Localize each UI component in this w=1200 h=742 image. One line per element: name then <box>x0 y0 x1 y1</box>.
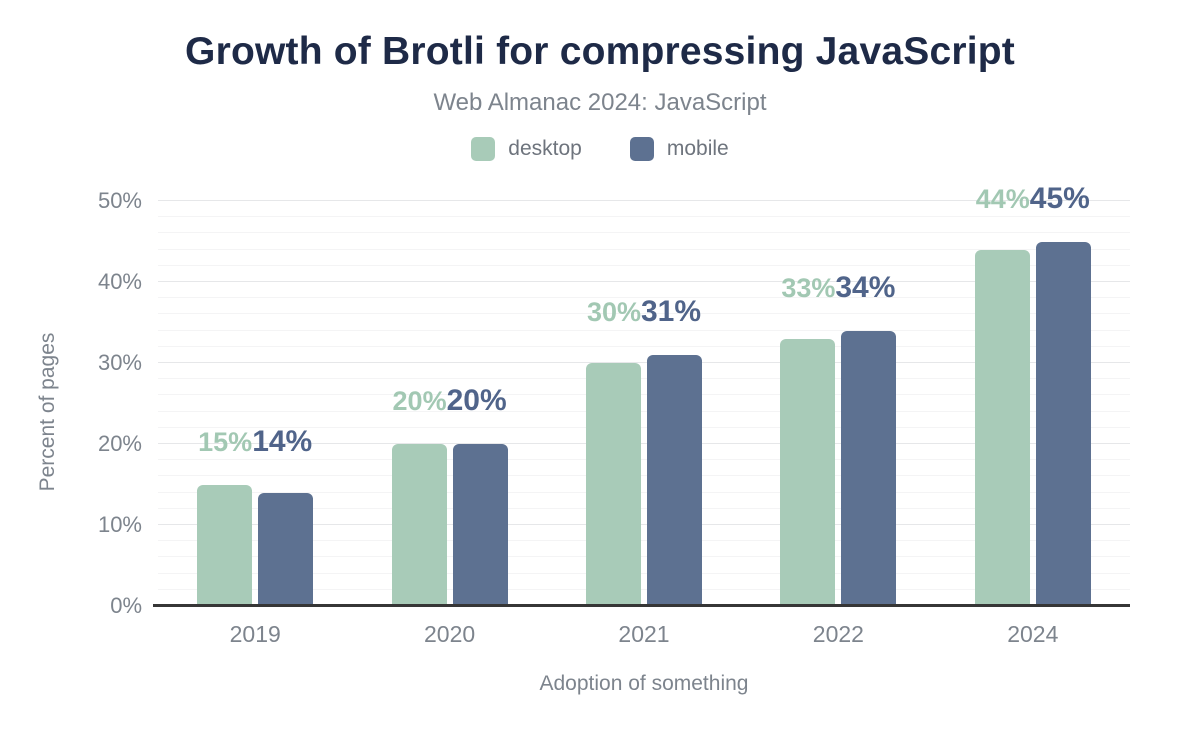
bar-mobile-2021 <box>646 354 702 606</box>
bar-value-labels: 30% 31% <box>587 295 701 329</box>
value-label-mobile-2019: 14% <box>252 424 313 458</box>
bars-2020 <box>352 444 546 606</box>
x-tick-label-2024: 2024 <box>1007 621 1059 647</box>
mobile-swatch-icon <box>629 137 654 161</box>
chart-card: Growth of Brotli for compressing JavaScr… <box>0 30 1200 742</box>
value-label-desktop-2022: 33% <box>781 272 836 303</box>
plot-area: Percent of pages 0% 10% 20% 30% 40% 50% 15% 14%… <box>36 182 1130 647</box>
value-label-mobile-2021: 31% <box>640 294 702 328</box>
gridline-minor <box>158 410 1130 412</box>
gridline-minor <box>158 232 1130 234</box>
gridline-major <box>158 524 1130 525</box>
bar-value-labels: 20% 20% <box>393 384 507 418</box>
value-label-desktop-2020: 20% <box>392 386 447 416</box>
bar-mobile-2022 <box>841 330 897 606</box>
gridline-minor <box>158 329 1130 331</box>
y-tick-label: 30% <box>97 350 142 375</box>
gridline-minor <box>158 313 1130 315</box>
gridline-minor <box>158 475 1130 477</box>
bar-desktop-2020 <box>391 444 447 606</box>
value-label-mobile-2022: 34% <box>835 270 896 304</box>
gridline-minor <box>158 459 1130 461</box>
legend-label-mobile: mobile <box>666 137 729 160</box>
gridline-major <box>158 200 1130 201</box>
gridline-minor <box>158 216 1130 218</box>
x-axis-line <box>153 604 1130 607</box>
desktop-swatch-icon <box>471 137 496 161</box>
y-axis-title: Percent of pages <box>36 332 59 491</box>
gridline-minor <box>158 540 1130 542</box>
chart-title: Growth of Brotli for compressing JavaScr… <box>185 30 1015 73</box>
gridline-minor <box>158 394 1130 396</box>
legend: desktop mobile <box>0 137 1200 161</box>
value-label-desktop-2021: 30% <box>586 296 641 327</box>
legend-item-desktop: desktop <box>471 137 582 161</box>
gridline-minor <box>158 588 1130 590</box>
x-tick-label-2019: 2019 <box>229 621 281 647</box>
y-tick-label: 20% <box>97 431 142 456</box>
gridline-minor <box>158 507 1130 509</box>
bar-group-2022: 33% 34% 2022 <box>741 201 935 647</box>
bar-group-2021: 30% 31% 2021 <box>547 201 741 647</box>
gridline-minor <box>158 378 1130 380</box>
x-tick-label-2021: 2021 <box>618 621 670 647</box>
gridline-minor <box>158 297 1130 299</box>
bar-desktop-2022 <box>780 338 836 606</box>
bars-2021 <box>547 354 741 606</box>
legend-item-mobile: mobile <box>629 137 729 161</box>
y-tick-label: 0% <box>110 593 142 618</box>
gridline-minor <box>158 248 1130 250</box>
bar-value-labels: 44% 45% <box>976 182 1090 216</box>
bar-group-2019: 15% 14% 2019 <box>158 201 352 647</box>
value-label-desktop-2019: 15% <box>198 426 253 457</box>
x-tick-label-2022: 2022 <box>812 621 864 647</box>
bars-2019 <box>158 484 352 606</box>
y-tick-label: 40% <box>97 269 142 294</box>
bar-mobile-2020 <box>452 444 508 606</box>
bar-desktop-2019 <box>197 484 253 606</box>
gridline-major <box>158 281 1130 282</box>
gridline-major <box>158 362 1130 363</box>
y-tick-label: 50% <box>97 188 142 213</box>
legend-label-desktop: desktop <box>508 137 582 160</box>
value-label-mobile-2024: 45% <box>1029 181 1090 215</box>
bar-value-labels: 15% 14% <box>198 425 312 459</box>
bars-2022 <box>741 330 935 606</box>
bar-group-2020: 20% 20% 2020 <box>352 201 546 647</box>
y-tick-label: 10% <box>97 512 142 537</box>
gridline-minor <box>158 345 1130 347</box>
value-label-mobile-2020: 20% <box>446 384 507 417</box>
x-axis-title: Adoption of something <box>539 672 749 695</box>
chart-subtitle: Web Almanac 2024: JavaScript <box>433 89 767 116</box>
x-tick-label-2020: 2020 <box>424 621 476 647</box>
gridline-minor <box>158 572 1130 574</box>
bar-desktop-2024 <box>974 249 1030 606</box>
bar-value-labels: 33% 34% <box>781 271 895 305</box>
bar-desktop-2021 <box>585 363 641 606</box>
gridline-minor <box>158 556 1130 558</box>
gridline-minor <box>158 264 1130 266</box>
bar-mobile-2024 <box>1035 241 1091 606</box>
gridline-minor <box>158 491 1130 493</box>
bars-2024 <box>936 241 1130 606</box>
bar-group-2024: 44% 45% 2024 <box>936 182 1130 647</box>
value-label-desktop-2024: 44% <box>975 183 1030 214</box>
gridline-minor <box>158 426 1130 428</box>
gridline-major <box>158 443 1130 444</box>
bar-mobile-2019 <box>258 492 314 606</box>
